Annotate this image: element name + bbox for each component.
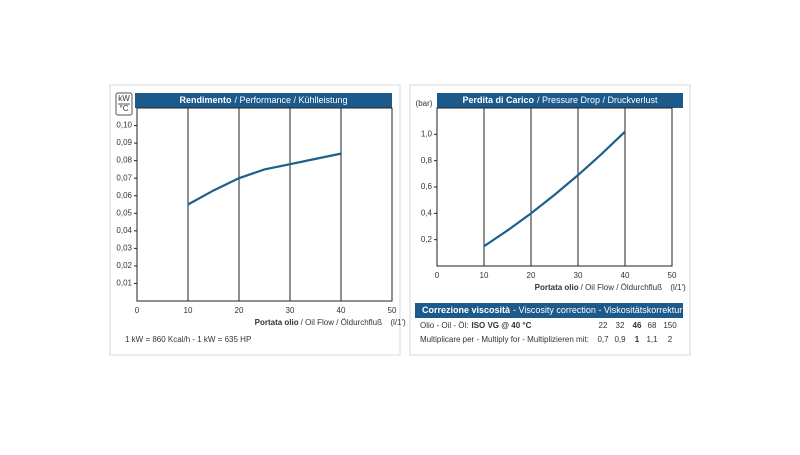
row-label-bold: ISO VG @ 40 °C <box>471 321 531 330</box>
y-tick-label: 0,07 <box>116 173 132 182</box>
x-tick-label: 10 <box>184 306 193 315</box>
title-bold: Rendimento <box>179 95 232 105</box>
title-rest: / Performance / Kühlleistung <box>234 95 347 105</box>
y-tick-label: 0,10 <box>116 121 132 130</box>
header-bar <box>437 93 683 108</box>
y-tick-label: 0,02 <box>116 261 132 270</box>
y-tick-label: 0,8 <box>421 156 433 165</box>
chart-title: Rendimento / Performance / Kühlleistung <box>179 95 347 105</box>
xlabel-rest: / Oil Flow / Öldurchfluß <box>581 283 662 292</box>
ylabel-box <box>115 92 133 116</box>
y-tick-label: 0,09 <box>116 138 132 147</box>
table-header-bar <box>415 303 683 318</box>
x-axis-unit: (l/1') <box>670 283 686 292</box>
row-label-text: Olio - Oil - Öl: <box>420 321 468 330</box>
row-label: Multiplicare per - Multiply for - Multip… <box>420 335 589 344</box>
table-cell: 32 <box>616 321 625 330</box>
y-tick-label: 0,06 <box>116 191 132 200</box>
header-bar <box>135 93 392 108</box>
x-axis-unit: (l/1') <box>390 318 406 327</box>
x-tick-label: 10 <box>480 271 489 280</box>
x-tick-label: 20 <box>527 271 536 280</box>
y-tick-label: 0,04 <box>116 226 132 235</box>
chart-title: Perdita di Carico / Pressure Drop / Druck… <box>462 95 658 105</box>
x-tick-label: 30 <box>286 306 295 315</box>
panel <box>109 84 401 356</box>
y-tick-label: 0,05 <box>116 208 132 217</box>
x-tick-label: 0 <box>435 271 440 280</box>
table-cell: 0,9 <box>614 335 626 344</box>
x-tick-label: 30 <box>574 271 583 280</box>
y-tick-label: 0,08 <box>116 156 132 165</box>
line <box>187 152 342 206</box>
y-tick-label: 0,01 <box>116 279 132 288</box>
y-tick-label: 1,0 <box>421 129 433 138</box>
table-cell: 68 <box>648 321 657 330</box>
x-tick-label: 20 <box>235 306 244 315</box>
y-tick-label: 0,2 <box>421 235 433 244</box>
y-axis-label: (bar) <box>416 99 433 108</box>
note: 1 kW = 860 Kcal/h - 1 kW = 635 HP <box>125 335 251 344</box>
line <box>483 130 626 248</box>
y-tick-label: 0,03 <box>116 243 132 252</box>
y-tick-label: 0,6 <box>421 182 433 191</box>
x-tick-label: 50 <box>668 271 677 280</box>
y-axis-label: °C <box>120 104 129 113</box>
x-tick-label: 0 <box>135 306 140 315</box>
row-label: Olio - Oil - Öl: ISO VG @ 40 °C <box>420 321 532 330</box>
xlabel-bold: Portata olio <box>535 283 579 292</box>
x-axis-label: Portata olio / Oil Flow / Öldurchfluß <box>255 318 382 327</box>
table-cell: 0,7 <box>597 335 609 344</box>
xlabel-rest: / Oil Flow / Öldurchfluß <box>301 318 382 327</box>
y-axis-label: kW <box>118 94 130 103</box>
title-rest: / Pressure Drop / Druckverlust <box>537 95 658 105</box>
table-title-bold: Correzione viscosità <box>422 305 511 315</box>
title-bold: Perdita di Carico <box>462 95 534 105</box>
table-cell: 1 <box>635 335 640 344</box>
x-axis-label: Portata olio / Oil Flow / Öldurchfluß <box>535 283 662 292</box>
table-cell: 2 <box>668 335 673 344</box>
xlabel-bold: Portata olio <box>255 318 299 327</box>
x-tick-label: 40 <box>621 271 630 280</box>
table-cell: 22 <box>599 321 608 330</box>
table-cell: 150 <box>663 321 677 330</box>
table-cell: 46 <box>633 321 642 330</box>
y-tick-label: 0,4 <box>421 208 433 217</box>
table-title: Correzione viscosità - Viscosity correcti… <box>422 305 682 315</box>
table-title-rest: - Viscosity correction - Viskositätskorr… <box>513 305 682 315</box>
table-cell: 1,1 <box>646 335 658 344</box>
x-tick-label: 40 <box>337 306 346 315</box>
row-label-text: Multiplicare per - Multiply for - Multip… <box>420 335 589 344</box>
x-tick-label: 50 <box>388 306 397 315</box>
